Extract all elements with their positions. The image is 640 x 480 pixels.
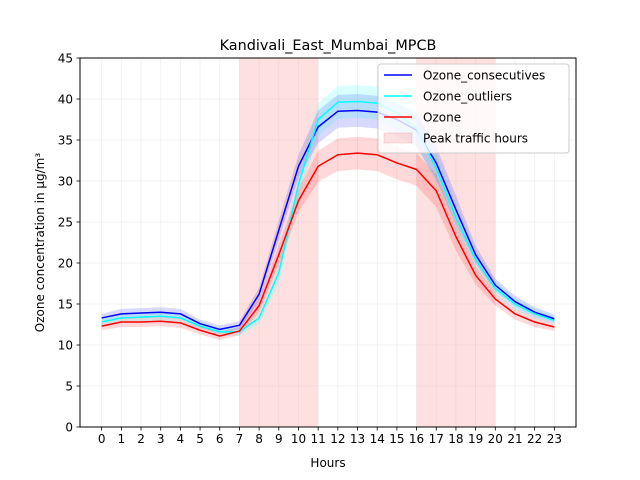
peak-traffic-region-0	[239, 58, 319, 427]
y-tick-label-8: 40	[58, 92, 73, 106]
y-tick-label-6: 30	[58, 174, 73, 188]
x-tick-label-13: 13	[350, 432, 365, 446]
x-tick-label-18: 18	[448, 432, 463, 446]
x-tick-label-14: 14	[370, 432, 385, 446]
series-line-1	[101, 100, 555, 333]
x-tick-label-10: 10	[291, 432, 306, 446]
y-tick-label-5: 25	[58, 215, 73, 229]
x-tick-label-11: 11	[311, 432, 326, 446]
x-tick-label-5: 5	[196, 432, 204, 446]
x-tick-label-8: 8	[255, 432, 263, 446]
series-line-0	[101, 109, 555, 331]
x-tick-label-6: 6	[216, 432, 224, 446]
legend-label-1: Ozone_outliers	[423, 90, 512, 104]
y-tick-label-4: 20	[58, 256, 73, 270]
plot-frame	[79, 57, 577, 428]
y-axis-label: Ozone concentration in µg/m³	[33, 153, 47, 333]
x-tick-label-21: 21	[507, 432, 522, 446]
x-tick-label-23: 23	[547, 432, 562, 446]
x-tick-label-15: 15	[389, 432, 404, 446]
y-tick-label-3: 15	[58, 297, 73, 311]
plot-area	[80, 57, 576, 428]
x-tick-label-2: 2	[137, 432, 145, 446]
y-tick-label-7: 35	[58, 133, 73, 147]
y-tick-label-0: 0	[65, 420, 73, 434]
series-lines	[101, 100, 555, 337]
x-tick-label-20: 20	[488, 432, 503, 446]
legend-label-0: Ozone_consecutives	[423, 69, 545, 83]
x-tick-label-19: 19	[468, 432, 483, 446]
y-tick-label-2: 10	[58, 338, 73, 352]
x-axis-ticks: 0 1 2 3 4 5 6 7 8 9 10 11 12 13 14 15 16 17 18 19 20 21 22 23	[98, 427, 562, 446]
x-axis-label: Hours	[310, 456, 345, 470]
chart-title: Kandivali_East_Mumbai_MPCB	[220, 38, 437, 54]
legend-label-3: Peak traffic hours	[423, 132, 528, 146]
x-tick-label-0: 0	[98, 432, 106, 446]
x-tick-label-17: 17	[429, 432, 444, 446]
y-axis-ticks: 0 5 10 15 20 25 30 35 40 45	[58, 51, 80, 434]
x-tick-label-1: 1	[118, 432, 126, 446]
legend-swatch-3	[383, 132, 413, 144]
series-line-2	[101, 152, 555, 337]
x-tick-label-9: 9	[275, 432, 283, 446]
x-tick-label-7: 7	[236, 432, 244, 446]
y-tick-label-9: 45	[58, 51, 73, 65]
series-band-2	[101, 136, 555, 341]
x-tick-label-12: 12	[330, 432, 345, 446]
series-band-0	[101, 94, 555, 334]
y-tick-label-1: 5	[65, 379, 73, 393]
x-tick-label-3: 3	[157, 432, 165, 446]
legend: Ozone_consecutives Ozone_outliers Ozone Pea…	[377, 63, 570, 154]
x-tick-label-4: 4	[177, 432, 185, 446]
legend-label-2: Ozone	[423, 111, 461, 125]
legend-box	[377, 63, 570, 154]
x-tick-label-16: 16	[409, 432, 424, 446]
confidence-bands	[101, 85, 555, 341]
x-tick-label-22: 22	[527, 432, 542, 446]
legend-items: Ozone_consecutives Ozone_outliers Ozone Pea…	[383, 69, 545, 146]
